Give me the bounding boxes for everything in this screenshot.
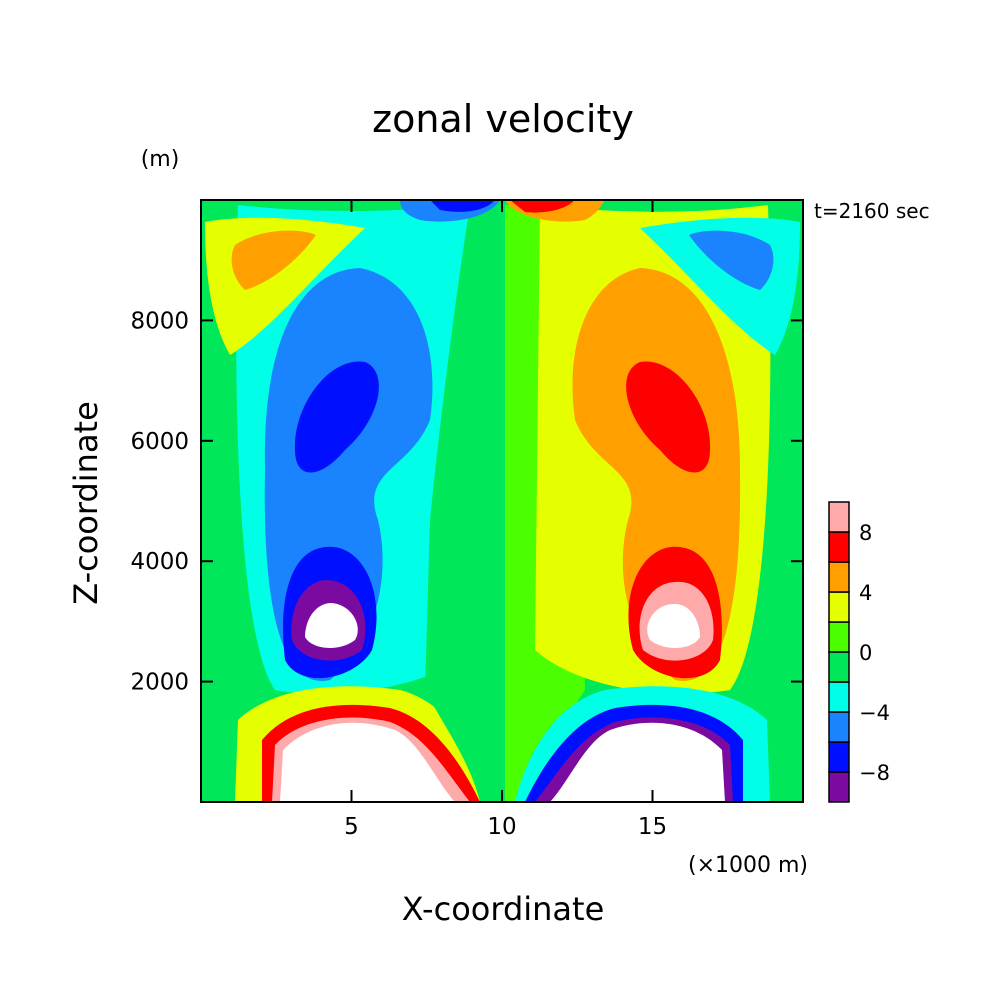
y-axis: 2000 4000 6000 8000 xyxy=(130,308,803,696)
time-label: t=2160 sec xyxy=(814,199,930,223)
colorbar-swatch xyxy=(828,651,850,683)
colorbar-tick-label: 4 xyxy=(859,581,872,605)
colorbar-tick-label: −8 xyxy=(859,761,890,785)
x-tick-label: 15 xyxy=(638,814,667,840)
heatmap-field xyxy=(201,200,803,802)
contour-right-bottom-core xyxy=(550,722,725,802)
colorbar-swatch xyxy=(828,531,850,563)
contour-right-core xyxy=(647,603,700,648)
x-axis-label: X-coordinate xyxy=(402,890,605,928)
contour-right-top-neg4 xyxy=(689,230,774,290)
contour-left-bottom-core xyxy=(280,722,455,802)
x-tick-label: 10 xyxy=(487,814,516,840)
colorbar-tick-label: 0 xyxy=(859,641,872,665)
contour-left-top-pos4 xyxy=(231,230,316,290)
y-unit-label: (m) xyxy=(141,147,180,172)
x-unit-label: (×1000 m) xyxy=(688,853,808,878)
colorbar-swatch xyxy=(828,621,850,653)
colorbar-tick-label: −4 xyxy=(859,701,890,725)
contour-right-pos6-upper xyxy=(626,361,711,473)
colorbar-swatch xyxy=(828,681,850,713)
x-axis: 5 10 15 xyxy=(344,200,667,840)
colorbar-swatch xyxy=(828,561,850,593)
y-tick-label: 2000 xyxy=(130,670,189,696)
colorbar-swatch xyxy=(828,501,850,533)
y-tick-label: 4000 xyxy=(130,549,189,575)
colorbar-swatch xyxy=(828,741,850,773)
contour-top-right-core xyxy=(510,200,575,213)
colorbar-swatch xyxy=(828,771,850,803)
chart-title: zonal velocity xyxy=(372,97,634,141)
x-tick-label: 5 xyxy=(344,814,359,840)
y-tick-label: 8000 xyxy=(130,308,189,334)
contour-top-left-core xyxy=(430,200,495,212)
y-axis-label: Z-coordinate xyxy=(67,401,105,605)
colorbar: −8 −4 0 4 8 xyxy=(828,501,890,803)
colorbar-tick-label: 8 xyxy=(859,521,872,545)
colorbar-swatch xyxy=(828,591,850,623)
y-tick-label: 6000 xyxy=(130,429,189,455)
contour-left-neg6-upper xyxy=(294,361,379,473)
contour-center-zero xyxy=(425,205,505,802)
colorbar-swatch xyxy=(828,711,850,743)
contour-left-core xyxy=(305,603,358,648)
